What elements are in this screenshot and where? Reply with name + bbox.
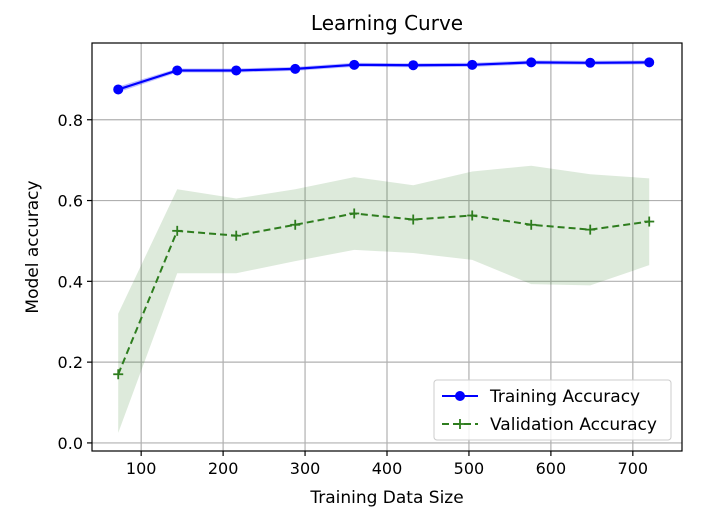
training-confidence-band	[118, 60, 650, 93]
x-tick-label: 500	[454, 459, 485, 478]
x-tick-label: 400	[372, 459, 403, 478]
validation-data-point	[172, 225, 183, 236]
validation-data-point	[644, 216, 655, 227]
validation-data-point	[231, 230, 242, 241]
y-tick-label: 0.4	[58, 272, 83, 291]
validation-data-point	[349, 208, 360, 219]
validation-data-point	[467, 210, 478, 221]
training-data-point	[172, 65, 183, 76]
training-data-point	[290, 63, 301, 74]
y-tick-label: 0.2	[58, 353, 83, 372]
y-axis-title: Model accuracy	[23, 180, 43, 313]
training-data-point	[467, 59, 478, 70]
training-data-point	[644, 57, 655, 68]
training-data-point	[408, 60, 419, 71]
validation-data-point	[113, 369, 124, 380]
validation-data-point	[290, 219, 301, 230]
training-data-point	[231, 65, 242, 76]
training-data-point	[526, 57, 537, 68]
legend-training-marker	[455, 391, 465, 401]
legend-training-label: Training Accuracy	[489, 387, 640, 407]
x-tick-label: 700	[618, 459, 649, 478]
legend: Training Accuracy Validation Accuracy	[433, 379, 672, 441]
y-tick-label: 0.6	[58, 192, 83, 211]
validation-data-point	[408, 214, 419, 225]
chart-title: Learning Curve	[311, 11, 463, 35]
x-tick-label: 100	[126, 459, 157, 478]
validation-data-point	[585, 224, 596, 235]
validation-accuracy-line	[117, 212, 650, 375]
training-data-point	[113, 84, 124, 95]
validation-data-point	[526, 219, 537, 230]
legend-validation-marker	[455, 419, 465, 429]
training-data-point	[349, 59, 360, 70]
x-tick-label: 600	[536, 459, 567, 478]
x-tick-label: 200	[208, 459, 239, 478]
y-tick-label: 0.8	[58, 111, 83, 130]
training-data-point	[585, 57, 596, 68]
legend-validation-label: Validation Accuracy	[490, 415, 657, 435]
x-axis-title: Training Data Size	[309, 488, 463, 508]
legend-frame	[433, 379, 672, 441]
y-tick-label: 0.0	[58, 434, 83, 453]
training-accuracy-line	[117, 61, 650, 91]
validation-confidence-band	[118, 165, 650, 433]
x-tick-label: 300	[290, 459, 321, 478]
